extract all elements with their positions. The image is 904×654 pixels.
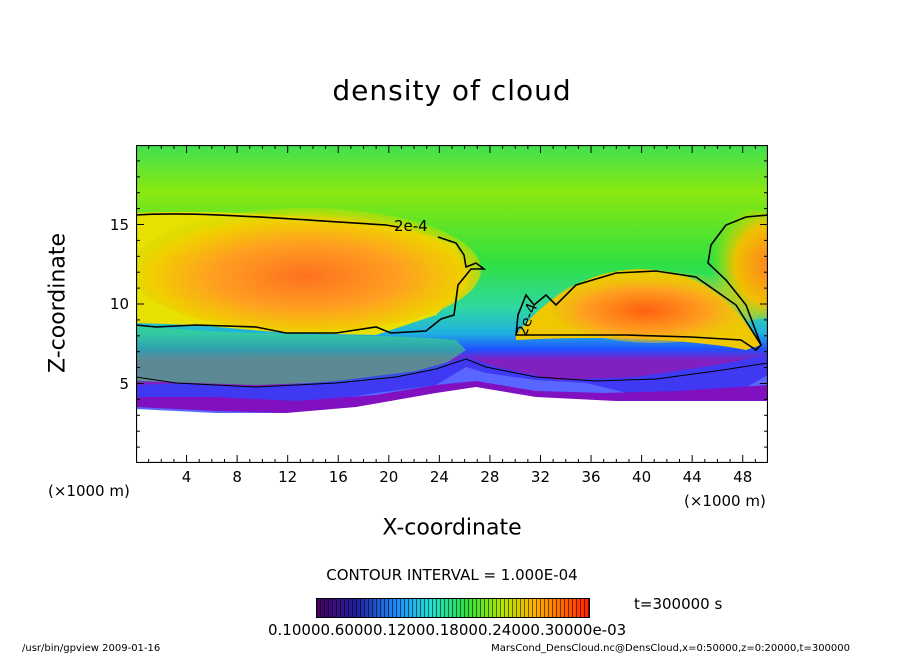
y-tick-label: 10 — [109, 295, 129, 313]
y-tick-label: 5 — [119, 374, 129, 393]
x-tick-label: 20 — [379, 468, 399, 486]
x-tick-label: 36 — [581, 468, 601, 486]
x-tick-label: 16 — [328, 468, 348, 486]
colorbar — [316, 598, 590, 618]
footer-right: MarsCond_DensCloud.nc@DensCloud,x=0:5000… — [491, 643, 850, 654]
footer-left: /usr/bin/gpview 2009-01-16 — [22, 643, 161, 654]
time-label: t=300000 s — [634, 595, 723, 613]
contour-interval: CONTOUR INTERVAL = 1.000E-04 — [326, 566, 578, 584]
x-tick-label: 32 — [530, 468, 551, 486]
y-axis-label: Z-coordinate — [45, 233, 71, 373]
y-axis-unit: (×1000 m) — [48, 482, 130, 500]
x-tick-label: 8 — [232, 468, 242, 486]
x-tick-label: 4 — [181, 468, 192, 486]
y-tick-label: 15 — [109, 215, 129, 234]
x-tick-label: 28 — [480, 468, 500, 486]
chart-title: density of cloud — [332, 74, 572, 107]
x-tick-label: 40 — [632, 468, 652, 486]
x-tick-label: 44 — [682, 468, 702, 486]
plot-area: 2e-4 2e-4 — [131, 144, 801, 464]
colorbar-tick-labels: 0.10000.60000.12000.18000.24000.30000e-0… — [268, 621, 627, 639]
x-axis-label: X-coordinate — [382, 515, 522, 541]
x-tick-label: 12 — [278, 468, 298, 486]
x-axis-unit: (×1000 m) — [684, 492, 766, 510]
heatmap-field: 2e-4 2e-4 — [131, 144, 801, 464]
contour-label: 2e-4 — [394, 217, 428, 235]
x-tick-label: 24 — [429, 468, 449, 486]
x-tick-label: 48 — [733, 468, 753, 486]
